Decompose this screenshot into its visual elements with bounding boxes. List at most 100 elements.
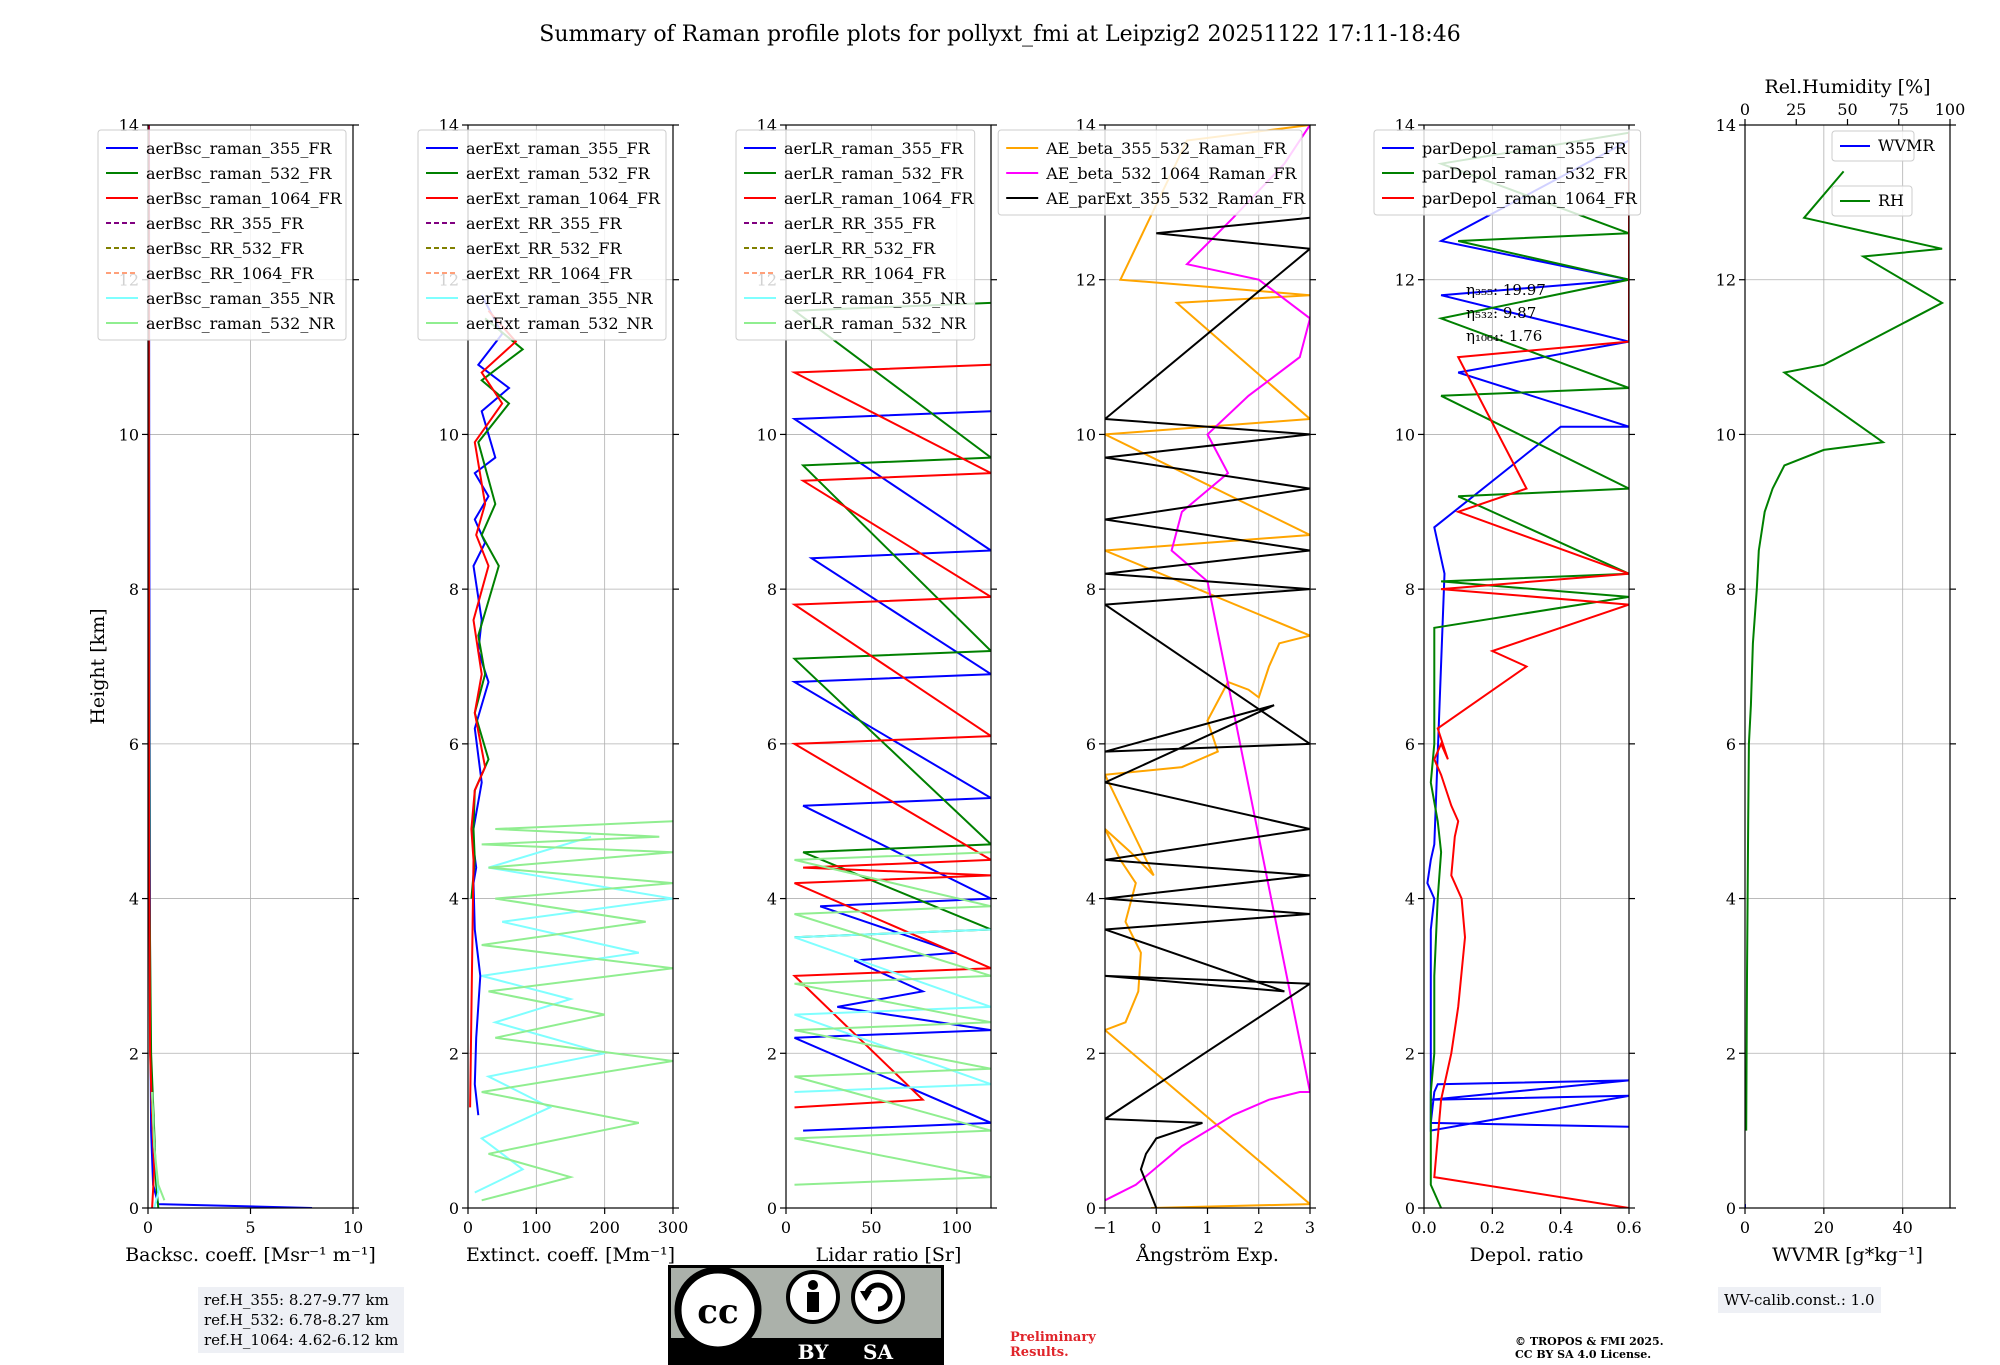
xtick-label: 0.2 — [1480, 1218, 1505, 1237]
series-line-aerBsc_raman_532_NR — [151, 1091, 166, 1201]
xtick-label: 50 — [861, 1218, 881, 1237]
preliminary-line-1: Preliminary — [1010, 1330, 1096, 1345]
ytick-label: 4 — [767, 890, 777, 909]
sa-share-icon — [851, 1270, 905, 1324]
ytick-label: 8 — [1726, 580, 1736, 599]
legend-label: aerLR_RR_355_FR — [784, 214, 936, 233]
legend-label: aerLR_raman_532_FR — [784, 164, 964, 183]
ytick-label: 8 — [1405, 580, 1415, 599]
series-line-aerBsc_raman_1064_FR — [148, 125, 156, 1208]
ytick-label: 12 — [1716, 271, 1736, 290]
legend-label: parDepol_raman_1064_FR — [1422, 189, 1638, 208]
ytick-label: 2 — [1405, 1044, 1415, 1063]
ytick-label: 6 — [449, 735, 459, 754]
legend-label: aerLR_raman_355_FR — [784, 139, 964, 158]
xtick-label: 100 — [942, 1218, 973, 1237]
legend-label: aerBsc_RR_355_FR — [146, 214, 304, 233]
series-line-aerLR_raman_532_FR — [791, 301, 991, 939]
axes-frame — [1744, 124, 1951, 1209]
preliminary-results-note: Preliminary Results. — [1010, 1330, 1096, 1360]
legend-label: aerLR_raman_1064_FR — [784, 189, 974, 208]
eta-annotation: η₁₀₆₄: 1.76 — [1466, 327, 1542, 345]
series-group — [469, 294, 673, 1202]
top-tick-label: 50 — [1837, 100, 1857, 119]
ytick-label: 0 — [767, 1199, 777, 1218]
ytick-label: 6 — [1405, 735, 1415, 754]
legend-box — [997, 129, 1303, 216]
ref-height-355: ref.H_355: 8.27-9.77 km — [204, 1291, 389, 1309]
legend-label: aerExt_raman_355_FR — [466, 139, 651, 158]
ref-height-1064: ref.H_1064: 4.62-6.12 km — [204, 1331, 399, 1349]
ytick-label: 12 — [1395, 271, 1415, 290]
legend-label: aerExt_raman_532_FR — [466, 164, 651, 183]
legend-label: aerExt_raman_355_NR — [466, 289, 654, 308]
legend-box — [97, 129, 347, 341]
axes-frame — [1423, 124, 1630, 1209]
series-line-parDepol_raman_1064_FR — [1433, 132, 1629, 1208]
series-line-AE_beta_532_1064_Raman_FR — [1105, 125, 1310, 1202]
series-line-aerExt_raman_355_NR — [474, 835, 673, 1194]
legend-label: aerBsc_raman_1064_FR — [146, 189, 343, 208]
x-axis-label: Extinct. coeff. [Mm⁻¹] — [466, 1244, 675, 1266]
series-line-aerLR_raman_532_NR — [794, 851, 991, 1186]
chart-panel-2: 024681012140100200300Extinct. coeff. [Mm… — [417, 116, 688, 1266]
ytick-label: 4 — [1405, 890, 1415, 909]
xtick-label: 0 — [463, 1218, 473, 1237]
top-axis-label: Rel.Humidity [%] — [1764, 76, 1930, 98]
sa-text: SA — [863, 1340, 893, 1364]
series-line-aerExt_raman_532_NR — [481, 820, 673, 1202]
ytick-label: 4 — [1086, 890, 1096, 909]
legend-label: WVMR — [1878, 136, 1935, 155]
xtick-label: 1 — [1202, 1218, 1212, 1237]
legend-box — [1831, 185, 1913, 217]
legend-label: aerExt_raman_1064_FR — [466, 189, 661, 208]
legend-box — [417, 129, 667, 341]
legend-label: RH — [1878, 191, 1904, 210]
ytick-label: 8 — [1086, 580, 1096, 599]
ytick-label: 0 — [1086, 1199, 1096, 1218]
figure-title: Summary of Raman profile plots for polly… — [539, 22, 1461, 47]
xtick-label: 10 — [343, 1218, 363, 1237]
legend-box — [735, 129, 976, 341]
ytick-label: 6 — [1086, 735, 1096, 754]
legend-box — [1373, 129, 1642, 216]
top-tick-label: 0 — [1740, 100, 1750, 119]
series-line-aerLR_raman_355_NR — [794, 928, 991, 1093]
legend-label: aerLR_RR_1064_FR — [784, 264, 946, 283]
ytick-label: 10 — [119, 425, 139, 444]
top-tick-label: 25 — [1786, 100, 1806, 119]
ytick-label: 10 — [1716, 425, 1736, 444]
wv-calib-box: WV-calib.const.: 1.0 — [1718, 1287, 1881, 1313]
legend-label: aerExt_RR_355_FR — [466, 214, 623, 233]
ytick-label: 0 — [1726, 1199, 1736, 1218]
x-axis-label: WVMR [g*kg⁻¹] — [1772, 1244, 1923, 1266]
axes-frame — [467, 124, 674, 1209]
legend-label: parDepol_raman_355_FR — [1422, 139, 1628, 158]
ytick-label: 10 — [1076, 425, 1096, 444]
legend-label: aerExt_RR_1064_FR — [466, 264, 633, 283]
series-line-aerLR_raman_355_FR — [791, 410, 991, 1132]
xtick-label: −1 — [1093, 1218, 1117, 1237]
y-axis-label: Height [km] — [87, 608, 109, 724]
xtick-label: 0 — [781, 1218, 791, 1237]
ytick-label: 4 — [449, 890, 459, 909]
top-tick-label: 100 — [1935, 100, 1966, 119]
ytick-label: 8 — [449, 580, 459, 599]
legend-label: aerLR_RR_532_FR — [784, 239, 936, 258]
ytick-label: 14 — [1716, 116, 1736, 135]
legend-label: AE_parExt_355_532_Raman_FR — [1045, 189, 1306, 208]
series-line-RH — [1745, 170, 1945, 1131]
eta-annotation: η₅₃₂: 9.87 — [1466, 304, 1536, 322]
series-group — [1745, 170, 1945, 1208]
ytick-label: 6 — [1726, 735, 1736, 754]
xtick-label: 0 — [143, 1218, 153, 1237]
x-axis-label: Lidar ratio [Sr] — [816, 1244, 962, 1266]
preliminary-line-2: Results. — [1010, 1345, 1069, 1360]
xtick-label: 20 — [1814, 1218, 1834, 1237]
xtick-label: 0 — [1151, 1218, 1161, 1237]
x-axis-label: Backsc. coeff. [Msr⁻¹ m⁻¹] — [125, 1244, 376, 1266]
ytick-label: 4 — [129, 890, 139, 909]
legend-label: aerExt_RR_532_FR — [466, 239, 623, 258]
